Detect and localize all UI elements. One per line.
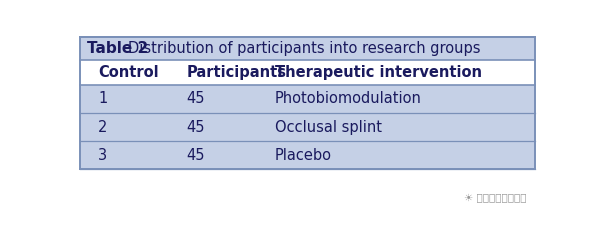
Bar <box>80 85 535 113</box>
Text: ☀ 浙一口腔正畚林军: ☀ 浙一口腔正畚林军 <box>464 192 526 202</box>
Text: Occlusal splint: Occlusal splint <box>275 120 382 135</box>
Text: Placebo: Placebo <box>275 148 332 163</box>
Text: 45: 45 <box>187 148 205 163</box>
Text: Distribution of participants into research groups: Distribution of participants into resear… <box>128 41 481 56</box>
Text: 1: 1 <box>98 91 107 106</box>
Text: 45: 45 <box>187 91 205 106</box>
Text: Table 2: Table 2 <box>86 41 148 56</box>
Text: Photobiomodulation: Photobiomodulation <box>275 91 422 106</box>
Bar <box>80 141 535 169</box>
Bar <box>80 113 535 141</box>
Text: Participants: Participants <box>187 65 287 80</box>
Bar <box>80 60 535 85</box>
Text: 3: 3 <box>98 148 107 163</box>
Text: Therapeutic intervention: Therapeutic intervention <box>275 65 482 80</box>
Text: 45: 45 <box>187 120 205 135</box>
Bar <box>80 37 535 60</box>
Text: Control: Control <box>98 65 159 80</box>
Text: 2: 2 <box>98 120 107 135</box>
